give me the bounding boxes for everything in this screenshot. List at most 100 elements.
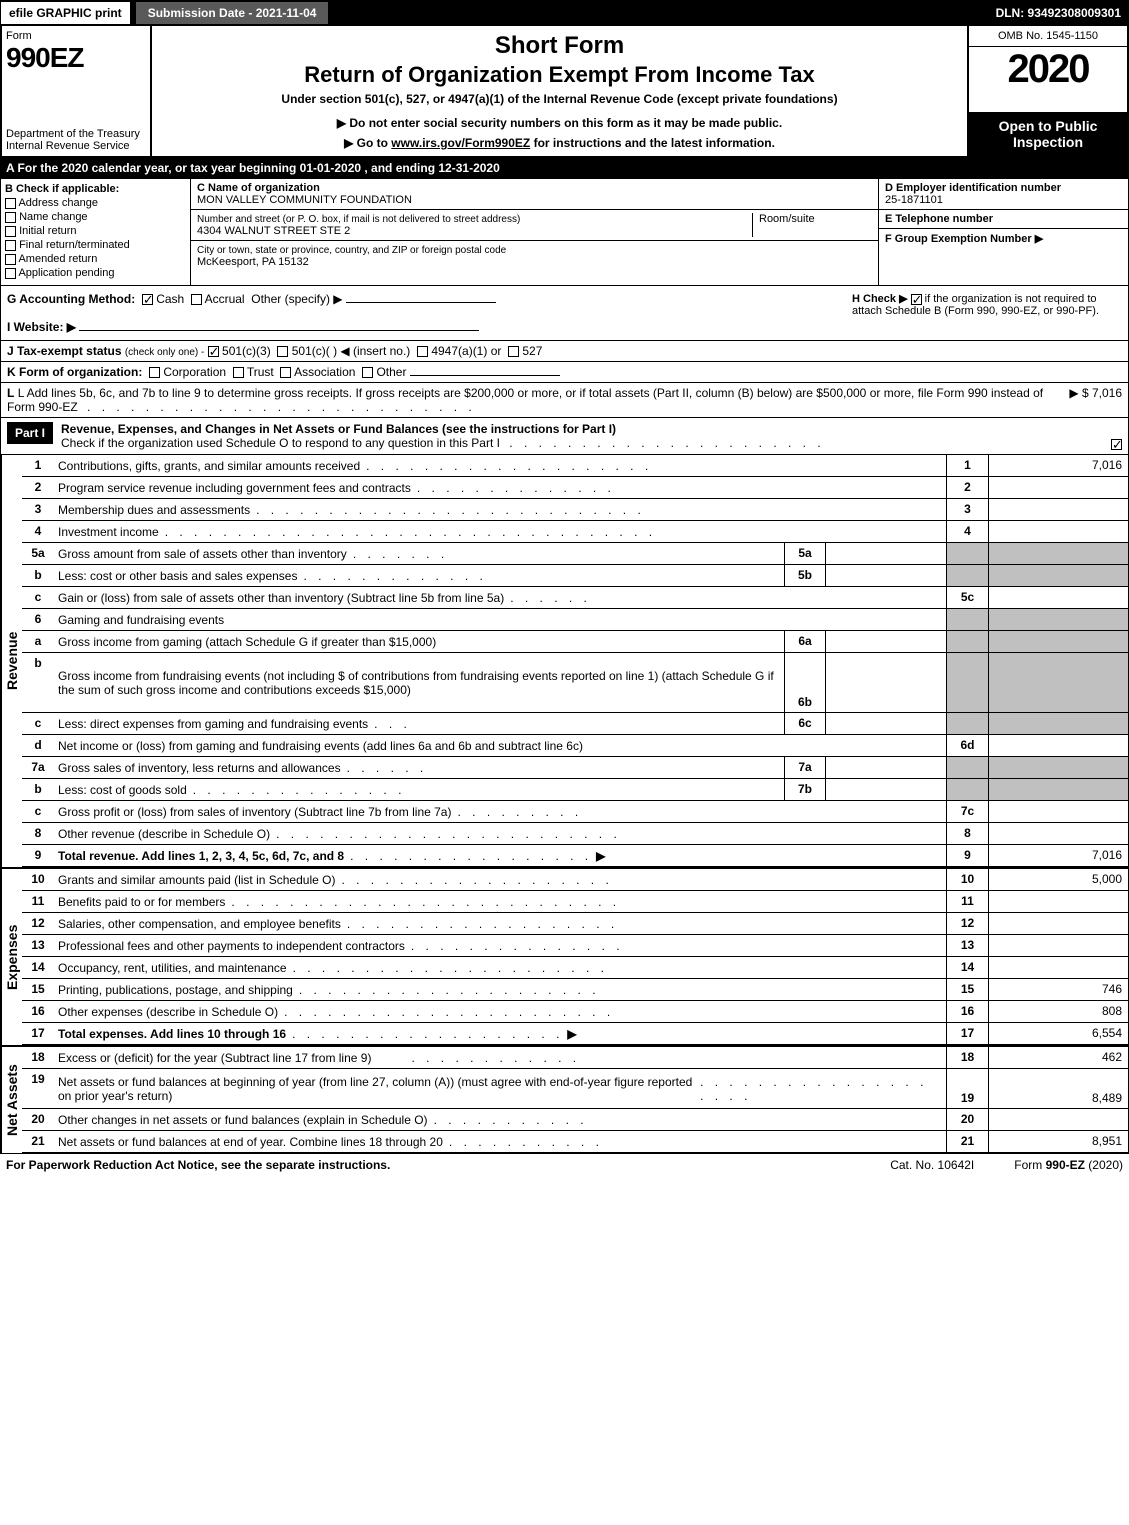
- row-7c: cGross profit or (loss) from sales of in…: [22, 801, 1129, 823]
- revenue-label: Revenue: [1, 455, 22, 867]
- ein-row: D Employer identification number 25-1871…: [879, 179, 1128, 210]
- room-suite: Room/suite: [752, 213, 872, 237]
- omb-number: OMB No. 1545-1150: [969, 26, 1127, 47]
- checkbox-4947[interactable]: [417, 346, 428, 357]
- efile-print-button[interactable]: efile GRAPHIC print: [0, 1, 131, 25]
- line-k: K Form of organization: Corporation Trus…: [0, 362, 1129, 383]
- line-g-h: G Accounting Method: Cash Accrual Other …: [0, 286, 1129, 341]
- l-amount: ▶ $ 7,016: [1069, 386, 1122, 414]
- part-1-header: Part I Revenue, Expenses, and Changes in…: [0, 418, 1129, 455]
- check-name-change[interactable]: Name change: [5, 211, 186, 223]
- city-row: City or town, state or province, country…: [191, 241, 878, 271]
- j-label: J Tax-exempt status: [7, 344, 122, 358]
- group-label: F Group Exemption Number ▶: [885, 233, 1043, 245]
- tax-year: 2020: [969, 47, 1127, 92]
- checkbox-assoc[interactable]: [280, 367, 291, 378]
- telephone-row: E Telephone number: [879, 210, 1128, 229]
- row-10: 10Grants and similar amounts paid (list …: [22, 869, 1129, 891]
- row-13: 13Professional fees and other payments t…: [22, 935, 1129, 957]
- dln: DLN: 93492308009301: [996, 6, 1129, 20]
- arrow-icon: ▶: [596, 849, 605, 863]
- row-6a: aGross income from gaming (attach Schedu…: [22, 631, 1129, 653]
- h-label: H Check ▶: [852, 293, 908, 305]
- val-1: 7,016: [988, 455, 1128, 476]
- check-initial-return[interactable]: Initial return: [5, 225, 186, 237]
- val-4: [988, 521, 1128, 542]
- goto-pre: ▶ Go to: [344, 136, 391, 150]
- check-application-pending[interactable]: Application pending: [5, 267, 186, 279]
- checkbox-icon: [5, 198, 16, 209]
- val-13: [988, 935, 1128, 956]
- open-inspection: Open to Public Inspection: [969, 112, 1127, 156]
- val-10: 5,000: [988, 869, 1128, 890]
- form-number: 990EZ: [6, 42, 146, 74]
- checkbox-cash[interactable]: [142, 294, 153, 305]
- row-11: 11Benefits paid to or for members. . . .…: [22, 891, 1129, 913]
- footer-left: For Paperwork Reduction Act Notice, see …: [6, 1158, 390, 1172]
- line-j: J Tax-exempt status (check only one) - 5…: [0, 341, 1129, 362]
- arrow-icon: ▶: [567, 1027, 576, 1041]
- goto-link[interactable]: www.irs.gov/Form990EZ: [391, 136, 530, 150]
- checkbox-schedule-o[interactable]: [1111, 439, 1122, 450]
- org-name: MON VALLEY COMMUNITY FOUNDATION: [197, 194, 412, 206]
- line-g: G Accounting Method: Cash Accrual Other …: [7, 292, 842, 334]
- row-7a: 7aGross sales of inventory, less returns…: [22, 757, 1129, 779]
- row-14: 14Occupancy, rent, utilities, and mainte…: [22, 957, 1129, 979]
- goto-line: ▶ Go to www.irs.gov/Form990EZ for instru…: [158, 136, 961, 150]
- expenses-section: Expenses 10Grants and similar amounts pa…: [0, 867, 1129, 1045]
- row-5c: cGain or (loss) from sale of assets othe…: [22, 587, 1129, 609]
- row-16: 16Other expenses (describe in Schedule O…: [22, 1001, 1129, 1023]
- checkbox-527[interactable]: [508, 346, 519, 357]
- line-l: L L Add lines 5b, 6c, and 7b to line 9 t…: [0, 383, 1129, 418]
- check-final-return[interactable]: Final return/terminated: [5, 239, 186, 251]
- row-5a: 5aGross amount from sale of assets other…: [22, 543, 1129, 565]
- checkbox-501c3[interactable]: [208, 346, 219, 357]
- top-bar: efile GRAPHIC print Submission Date - 20…: [0, 0, 1129, 26]
- val-14: [988, 957, 1128, 978]
- row-9: 9Total revenue. Add lines 1, 2, 3, 4, 5c…: [22, 845, 1129, 867]
- checkbox-accrual[interactable]: [191, 294, 202, 305]
- val-18: 462: [988, 1047, 1128, 1068]
- check-address-change[interactable]: Address change: [5, 197, 186, 209]
- checkbox-501c[interactable]: [277, 346, 288, 357]
- row-6: 6Gaming and fundraising events: [22, 609, 1129, 631]
- checkbox-corp[interactable]: [149, 367, 160, 378]
- expenses-label: Expenses: [1, 869, 22, 1045]
- checkbox-h[interactable]: [911, 294, 922, 305]
- val-9: 7,016: [988, 845, 1128, 866]
- checkbox-icon: [5, 212, 16, 223]
- return-title: Return of Organization Exempt From Incom…: [158, 62, 961, 88]
- goto-post: for instructions and the latest informat…: [530, 136, 775, 150]
- section-b: B Check if applicable: Address change Na…: [1, 179, 191, 285]
- line-h: H Check ▶ if the organization is not req…: [842, 292, 1122, 334]
- other-org-input[interactable]: [410, 375, 560, 376]
- ein-value: 25-1871101: [885, 194, 943, 206]
- checkbox-trust[interactable]: [233, 367, 244, 378]
- val-15: 746: [988, 979, 1128, 1000]
- checkbox-other-org[interactable]: [362, 367, 373, 378]
- header-left: Form 990EZ Department of the Treasury In…: [2, 26, 152, 156]
- addr-label: Number and street (or P. O. box, if mail…: [197, 214, 520, 225]
- val-11: [988, 891, 1128, 912]
- row-20: 20Other changes in net assets or fund ba…: [22, 1109, 1129, 1131]
- val-20: [988, 1109, 1128, 1130]
- group-exemption-row: F Group Exemption Number ▶: [879, 229, 1128, 248]
- city-label: City or town, state or province, country…: [197, 245, 506, 256]
- other-specify-input[interactable]: [346, 302, 496, 303]
- name-label: C Name of organization: [197, 182, 320, 194]
- k-label: K Form of organization:: [7, 365, 142, 379]
- i-label: I Website: ▶: [7, 320, 76, 334]
- row-17: 17Total expenses. Add lines 10 through 1…: [22, 1023, 1129, 1045]
- check-amended-return[interactable]: Amended return: [5, 253, 186, 265]
- revenue-section: Revenue 1Contributions, gifts, grants, a…: [0, 455, 1129, 867]
- website-input[interactable]: [79, 330, 479, 331]
- tel-label: E Telephone number: [885, 213, 993, 225]
- val-5c: [988, 587, 1128, 608]
- info-block: B Check if applicable: Address change Na…: [0, 178, 1129, 286]
- g-label: G Accounting Method:: [7, 292, 135, 306]
- part-1-label: Part I: [7, 422, 53, 444]
- val-8: [988, 823, 1128, 844]
- submission-date: Submission Date - 2021-11-04: [135, 1, 330, 25]
- checkbox-icon: [5, 240, 16, 251]
- part-1-title: Revenue, Expenses, and Changes in Net As…: [61, 422, 616, 436]
